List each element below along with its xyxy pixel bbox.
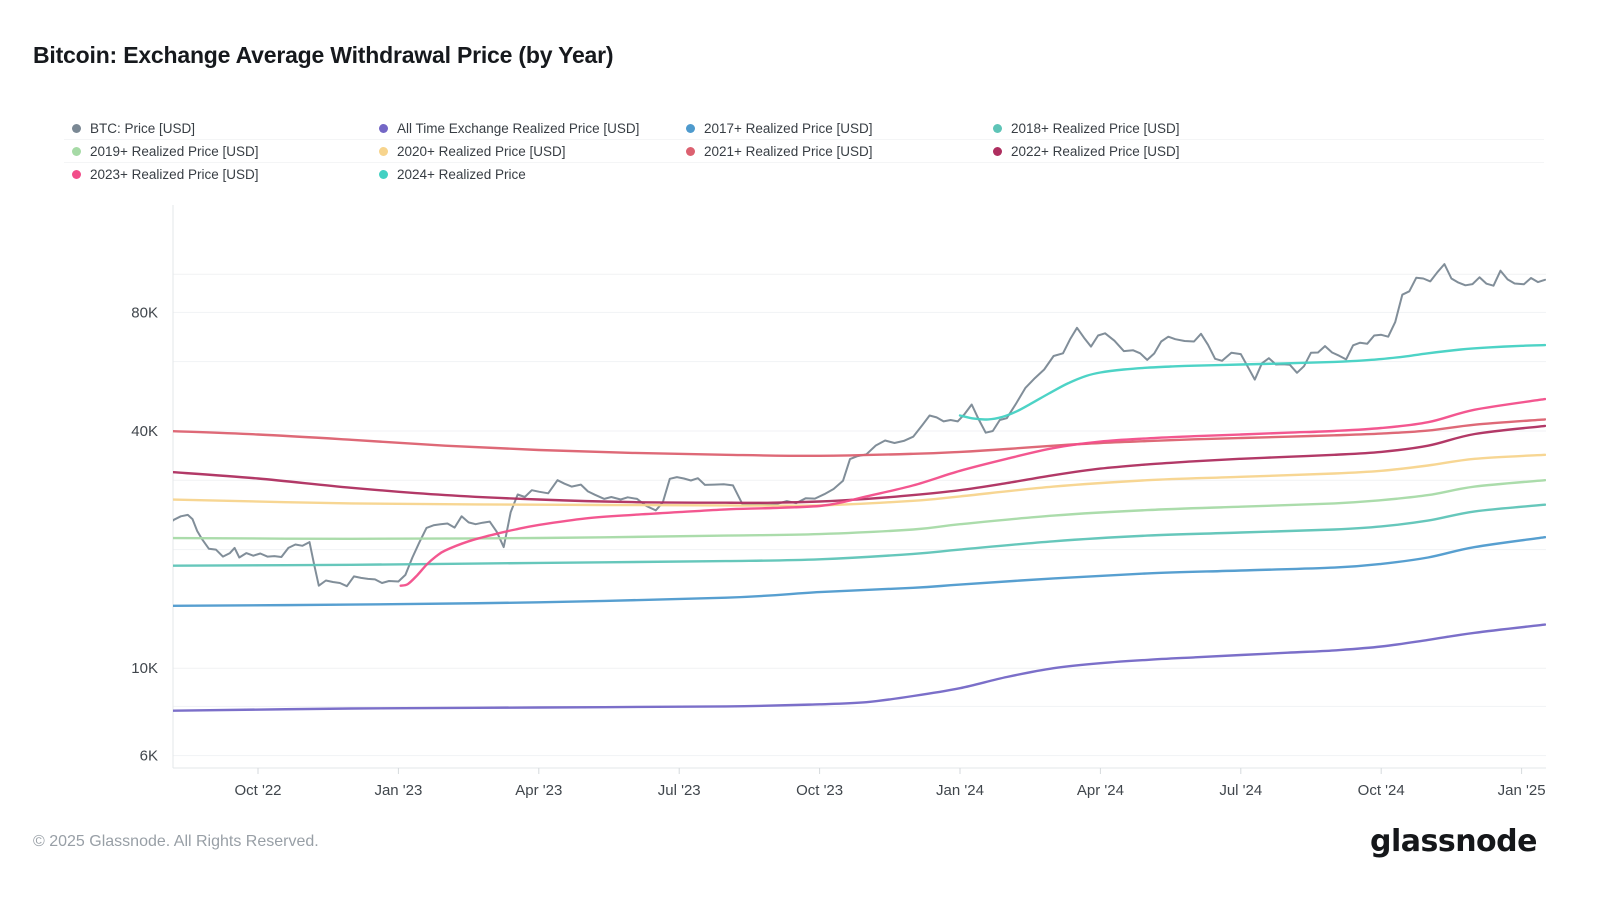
x-tick-label: Oct '24 (1358, 782, 1405, 799)
legend-item-all-time-exchange-realized-price[interactable]: All Time Exchange Realized Price [USD] (371, 121, 678, 136)
x-tick-label: Jan '23 (374, 782, 422, 799)
legend-label: 2021+ Realized Price [USD] (704, 143, 873, 159)
legend-item-2017-realized-price[interactable]: 2017+ Realized Price [USD] (678, 121, 985, 136)
legend-swatch-icon (72, 146, 81, 156)
glassnode-logo: glassnode (1369, 824, 1538, 859)
legend-swatch-icon (686, 123, 695, 133)
legend-label: 2024+ Realized Price (397, 166, 526, 182)
x-tick-label: Jul '23 (658, 782, 701, 799)
legend-item-2023-realized-price[interactable]: 2023+ Realized Price [USD] (64, 167, 371, 182)
series-line-all-time-exchange-realized-price (173, 623, 1546, 712)
legend-label: BTC: Price [USD] (90, 120, 196, 136)
copyright-text: © 2025 Glassnode. All Rights Reserved. (33, 833, 319, 850)
series-line-2022-realized-price (173, 424, 1546, 505)
legend-swatch-icon (72, 123, 81, 133)
legend-label: 2017+ Realized Price [USD] (704, 120, 873, 136)
legend-swatch-icon (72, 169, 81, 179)
x-tick-label: Oct '22 (234, 782, 281, 799)
x-tick-label: Jan '24 (936, 782, 984, 799)
legend-swatch-icon (379, 169, 388, 179)
series-line-2023-realized-price (399, 397, 1546, 587)
legend-swatch-icon (993, 123, 1002, 133)
legend-label: 2022+ Realized Price [USD] (1011, 143, 1180, 159)
legend-item-2021-realized-price[interactable]: 2021+ Realized Price [USD] (678, 144, 985, 159)
x-tick-label: Jan '25 (1498, 782, 1546, 799)
series-line-2019-realized-price (173, 479, 1546, 540)
legend-swatch-icon (379, 146, 388, 156)
x-tick-label: Oct '23 (796, 782, 843, 799)
legend-item-2024-realized-price[interactable]: 2024+ Realized Price (371, 167, 678, 182)
legend: BTC: Price [USD] All Time Exchange Realiz… (64, 117, 1544, 185)
x-tick-label: Apr '24 (1077, 782, 1124, 799)
legend-swatch-icon (686, 146, 695, 156)
legend-label: 2020+ Realized Price [USD] (397, 143, 566, 159)
series-line-2024-realized-price (958, 343, 1546, 421)
legend-item-btc-price[interactable]: BTC: Price [USD] (64, 121, 371, 136)
legend-item-2022-realized-price[interactable]: 2022+ Realized Price [USD] (985, 144, 1292, 159)
y-tick-label: 6K (140, 748, 158, 765)
y-tick-label: 40K (131, 423, 158, 440)
series-line-2021-realized-price (173, 418, 1546, 458)
legend-row: 2023+ Realized Price [USD] 2024+ Realized… (64, 163, 1544, 185)
legend-label: 2019+ Realized Price [USD] (90, 143, 259, 159)
y-tick-label: 80K (131, 304, 158, 321)
legend-label: 2018+ Realized Price [USD] (1011, 120, 1180, 136)
x-tick-label: Jul '24 (1219, 782, 1262, 799)
series-line-2018-realized-price (173, 503, 1546, 567)
legend-item-2018-realized-price[interactable]: 2018+ Realized Price [USD] (985, 121, 1292, 136)
legend-row: BTC: Price [USD] All Time Exchange Realiz… (64, 117, 1544, 140)
series-line-2020-realized-price (173, 453, 1546, 507)
series-line-2017-realized-price (173, 536, 1546, 607)
legend-item-2020-realized-price[interactable]: 2020+ Realized Price [USD] (371, 144, 678, 159)
legend-row: 2019+ Realized Price [USD] 2020+ Realized… (64, 140, 1544, 163)
y-tick-label: 10K (131, 660, 158, 677)
legend-swatch-icon (379, 123, 388, 133)
x-tick-label: Apr '23 (515, 782, 562, 799)
legend-label: 2023+ Realized Price [USD] (90, 166, 259, 182)
series-line-btc-price (173, 263, 1546, 588)
legend-swatch-icon (993, 146, 1002, 156)
page-title: Bitcoin: Exchange Average Withdrawal Pri… (33, 42, 614, 68)
legend-item-2019-realized-price[interactable]: 2019+ Realized Price [USD] (64, 144, 371, 159)
legend-label: All Time Exchange Realized Price [USD] (397, 120, 640, 136)
